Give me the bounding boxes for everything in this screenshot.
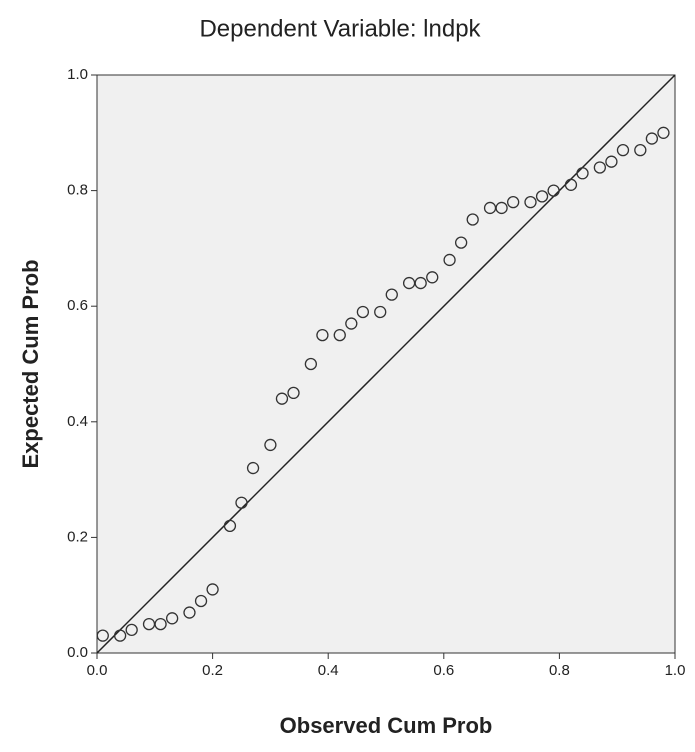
x-tick-label: 0.6 — [433, 662, 454, 679]
point — [634, 143, 647, 157]
point — [264, 438, 277, 452]
x-tick-label: 0.4 — [318, 662, 339, 679]
point — [125, 623, 138, 637]
point — [304, 357, 318, 371]
point — [356, 305, 370, 319]
point — [454, 236, 468, 249]
point — [443, 253, 456, 267]
point — [223, 519, 237, 532]
point — [605, 155, 618, 168]
y-tick-label: 0.2 — [67, 528, 88, 545]
point — [616, 143, 630, 157]
point — [524, 196, 537, 209]
y-tick-label: 0.0 — [67, 644, 88, 661]
x-axis-label: Observed Cum Prob — [280, 713, 493, 738]
point — [385, 288, 398, 301]
point — [333, 328, 346, 342]
point — [275, 392, 289, 405]
y-tick-label: 0.8 — [67, 182, 88, 199]
point — [495, 201, 508, 215]
point — [165, 612, 179, 625]
point — [246, 461, 260, 475]
x-tick-label: 1.0 — [665, 662, 686, 679]
point — [576, 167, 589, 180]
point — [206, 583, 219, 596]
point — [96, 629, 109, 642]
point — [657, 126, 670, 139]
x-tick-label: 0.0 — [87, 662, 108, 679]
point — [183, 606, 196, 619]
y-tick-label: 0.4 — [67, 413, 88, 430]
point — [507, 196, 520, 209]
y-axis-label: Expected Cum Prob — [18, 259, 43, 468]
y-tick-label: 1.0 — [67, 66, 88, 83]
x-tick-label: 0.8 — [549, 662, 570, 679]
point — [547, 184, 560, 197]
point — [564, 178, 578, 191]
point — [593, 161, 607, 174]
chart-title: Dependent Variable: lndpk — [199, 15, 481, 42]
point — [194, 594, 208, 608]
point — [374, 305, 387, 319]
point — [466, 213, 479, 226]
point — [414, 276, 427, 290]
x-tick-label: 0.2 — [202, 662, 223, 679]
point — [154, 617, 167, 631]
point — [345, 317, 358, 330]
point — [426, 271, 439, 284]
point — [235, 496, 248, 509]
point — [316, 328, 329, 342]
point — [287, 386, 300, 400]
point — [645, 132, 659, 145]
reference-line — [96, 74, 676, 654]
point — [113, 629, 127, 642]
point — [535, 190, 549, 203]
y-tick-label: 0.6 — [67, 297, 88, 314]
